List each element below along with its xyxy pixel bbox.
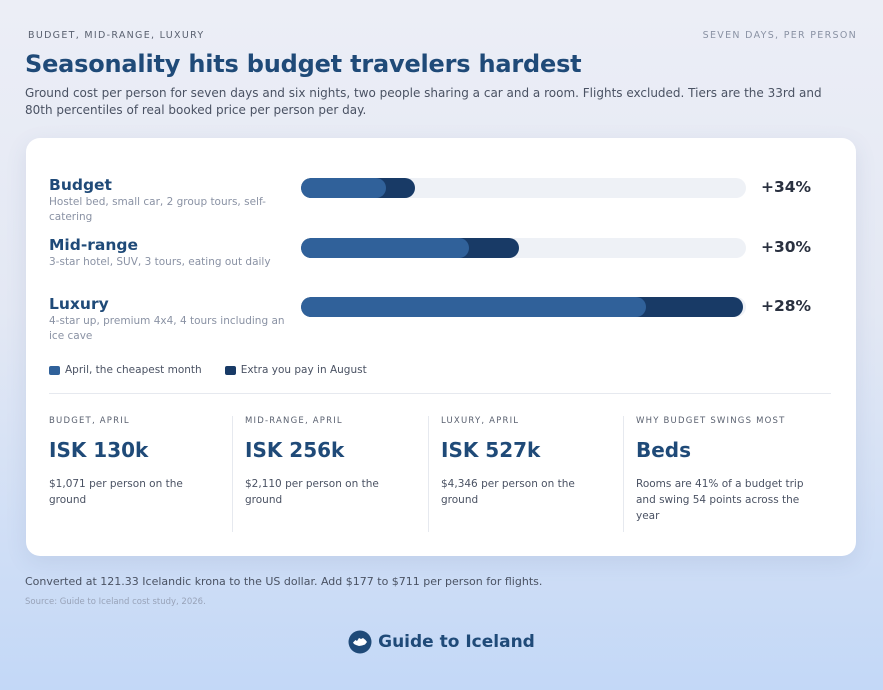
legend-swatch-august [224, 365, 236, 375]
stat-separator [428, 416, 429, 532]
legend-swatch-april [49, 365, 60, 375]
stat-label: LUXURY, APRIL [441, 416, 520, 426]
legend-item-august: Extra you pay in August [224, 364, 367, 376]
stat-value: ISK 256k [245, 438, 345, 462]
stat-note: $1,071 per person on the ground [49, 478, 183, 506]
stat-luxury: LUXURY, APRIL ISK 527k $4,346 per person… [441, 416, 611, 532]
stat-value: ISK 527k [441, 438, 541, 462]
kicker-right: SEVEN DAYS, PER PERSON [702, 30, 857, 41]
page-title: Seasonality hits budget travelers hardes… [25, 50, 582, 78]
kicker-left: BUDGET, MID-RANGE, LUXURY [28, 30, 205, 41]
chart-card: Budget Hostel bed, small car, 2 group to… [26, 138, 856, 556]
bar-track-luxury [301, 297, 746, 317]
footnote: Converted at 121.33 Icelandic krona to t… [25, 575, 543, 588]
brand-logo[interactable]: Guide to Iceland [0, 630, 883, 654]
legend-label-august: Extra you pay in August [240, 364, 367, 376]
brand-name: Guide to Iceland [378, 632, 535, 652]
bar-april-mid-range [301, 238, 469, 258]
stat-budget: BUDGET, APRIL ISK 130k $1,071 per person… [49, 416, 219, 532]
tier-label-budget: Budget [49, 176, 112, 194]
tier-description-mid-range: 3-star hotel, SUV, 3 tours, eating out d… [49, 256, 271, 268]
stat-note: $4,346 per person on the ground [441, 478, 575, 506]
tier-label-luxury: Luxury [49, 295, 109, 313]
stat-mid-range: MID-RANGE, APRIL ISK 256k $2,110 per per… [245, 416, 415, 532]
legend-label-april: April, the cheapest month [65, 364, 202, 376]
bar-april-luxury [301, 297, 646, 317]
stat-label: BUDGET, APRIL [49, 416, 130, 426]
guide-to-iceland-logo-icon [348, 630, 372, 654]
stat-why-budget: WHY BUDGET SWINGS MOST Beds Rooms are 41… [636, 416, 806, 532]
bar-track-budget [301, 178, 746, 198]
tier-description-budget: Hostel bed, small car, 2 group tours, se… [49, 196, 266, 223]
tier-label-mid-range: Mid-range [49, 236, 139, 254]
stat-label: MID-RANGE, APRIL [245, 416, 343, 426]
stat-note: Rooms are 41% of a budget trip and swing… [636, 478, 804, 522]
chart-legend: April, the cheapest month Extra you pay … [49, 364, 390, 376]
stat-label: WHY BUDGET SWINGS MOST [636, 416, 786, 426]
tier-description-luxury: 4-star up, premium 4x4, 4 tours includin… [49, 315, 285, 342]
stat-value: Beds [636, 438, 692, 462]
pct-label-luxury: +28% [761, 297, 812, 315]
card-divider [49, 393, 831, 394]
stat-separator [623, 416, 624, 532]
legend-item-april: April, the cheapest month [49, 364, 202, 376]
pct-label-budget: +34% [761, 178, 812, 196]
bar-track-mid-range [301, 238, 746, 258]
bar-april-budget [301, 178, 387, 198]
pct-label-mid-range: +30% [761, 238, 812, 256]
source-note: Source: Guide to Iceland cost study, 202… [25, 597, 206, 607]
page-subtitle: Ground cost per person for seven days an… [25, 86, 822, 117]
stat-note: $2,110 per person on the ground [245, 478, 379, 506]
stat-value: ISK 130k [49, 438, 149, 462]
stat-separator [232, 416, 233, 532]
